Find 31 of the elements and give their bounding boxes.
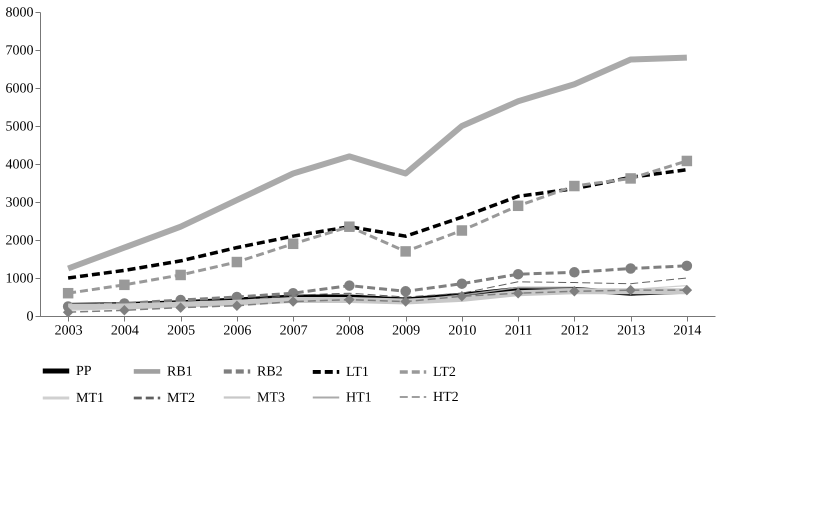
- x-tick-label: 2009: [392, 324, 420, 338]
- legend-label: RB1: [167, 364, 193, 380]
- legend-label: MT3: [257, 390, 285, 406]
- x-tick-label: 2005: [167, 324, 196, 338]
- y-tick-label: 2000: [6, 234, 34, 248]
- legend-label: RB2: [257, 364, 283, 380]
- x-tick-label: 2007: [280, 324, 308, 338]
- x-tick-label: 2011: [504, 324, 532, 338]
- x-tick-label: 2003: [54, 324, 83, 338]
- y-tick-label: 0: [26, 310, 34, 324]
- y-tick-label: 6000: [6, 82, 34, 96]
- x-tick-label: 2004: [110, 324, 139, 338]
- legend-label: MT1: [76, 391, 104, 406]
- legend-label: HT1: [346, 390, 372, 406]
- x-tick-label: 2010: [448, 324, 476, 338]
- y-tick-label: 4000: [6, 158, 34, 172]
- x-tick-label: 2013: [617, 324, 646, 338]
- legend-label: HT2: [433, 390, 459, 405]
- x-tick-label: 2012: [560, 324, 589, 338]
- y-tick-label: 8000: [6, 6, 34, 20]
- x-tick-label: 2008: [336, 324, 364, 338]
- legend-label: MT2: [167, 391, 195, 406]
- y-tick-label: 7000: [6, 44, 34, 58]
- legend-label: LT1: [346, 364, 369, 380]
- legend-label: LT2: [433, 365, 456, 380]
- y-tick-label: 5000: [6, 120, 34, 134]
- y-tick-label: 1000: [6, 272, 34, 286]
- x-tick-label: 2006: [223, 324, 252, 338]
- x-tick-label: 2014: [673, 324, 702, 338]
- y-tick-label: 3000: [6, 196, 34, 210]
- legend-label: PP: [76, 364, 92, 379]
